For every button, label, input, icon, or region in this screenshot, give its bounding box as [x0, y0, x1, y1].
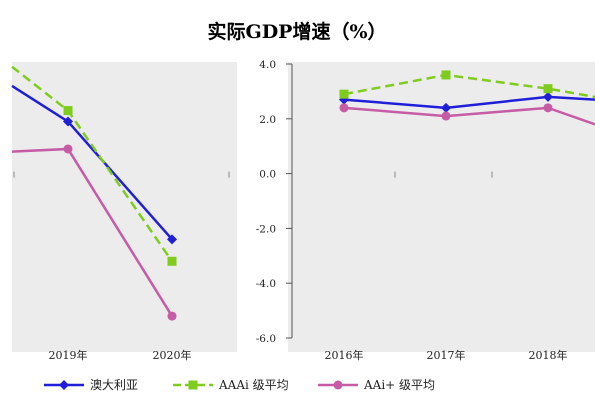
y-tick-label: -2.0 — [256, 223, 276, 235]
plot-background-left — [12, 62, 237, 352]
data-point-circle — [441, 111, 451, 121]
data-point-square — [63, 106, 73, 116]
data-point-square — [167, 256, 177, 266]
data-point-square — [441, 70, 451, 80]
y-tick-label: 2.0 — [259, 114, 276, 126]
y-tick-label: 4.0 — [259, 59, 276, 71]
y-tick-label: -6.0 — [256, 333, 276, 345]
data-point-circle — [543, 103, 553, 113]
x-category-label: 2017年 — [427, 348, 466, 362]
title-band — [12, 40, 302, 62]
data-point-diamond — [63, 116, 73, 127]
data-point-square — [543, 84, 553, 94]
y-tick-label: 0.0 — [259, 169, 276, 181]
series-line — [343, 106, 595, 126]
y-tick-label: -4.0 — [256, 278, 276, 290]
x-category-label: 2020年 — [153, 348, 192, 362]
data-point-square — [339, 89, 349, 99]
series-line — [343, 73, 595, 99]
data-point-circle — [333, 380, 343, 390]
x-category-label: 2019年 — [49, 348, 88, 362]
data-point-circle — [167, 311, 177, 321]
series-line — [343, 95, 595, 110]
legend-label: 澳大利亚 — [90, 378, 138, 392]
x-category-label: 2016年 — [325, 348, 364, 362]
x-category-label: 2018年 — [529, 348, 568, 362]
chart-title: 实际GDP增速（%） — [207, 20, 386, 43]
data-point-square — [188, 380, 198, 390]
data-point-diamond — [543, 91, 553, 102]
data-point-diamond — [167, 234, 177, 245]
data-point-circle — [339, 103, 349, 113]
plot-background-right — [288, 62, 595, 352]
data-point-diamond — [441, 102, 451, 113]
legend-label: AAAi 级平均 — [218, 378, 289, 392]
data-point-circle — [63, 144, 73, 154]
legend-label: AAi+ 级平均 — [363, 378, 435, 392]
data-point-diamond — [59, 380, 69, 390]
